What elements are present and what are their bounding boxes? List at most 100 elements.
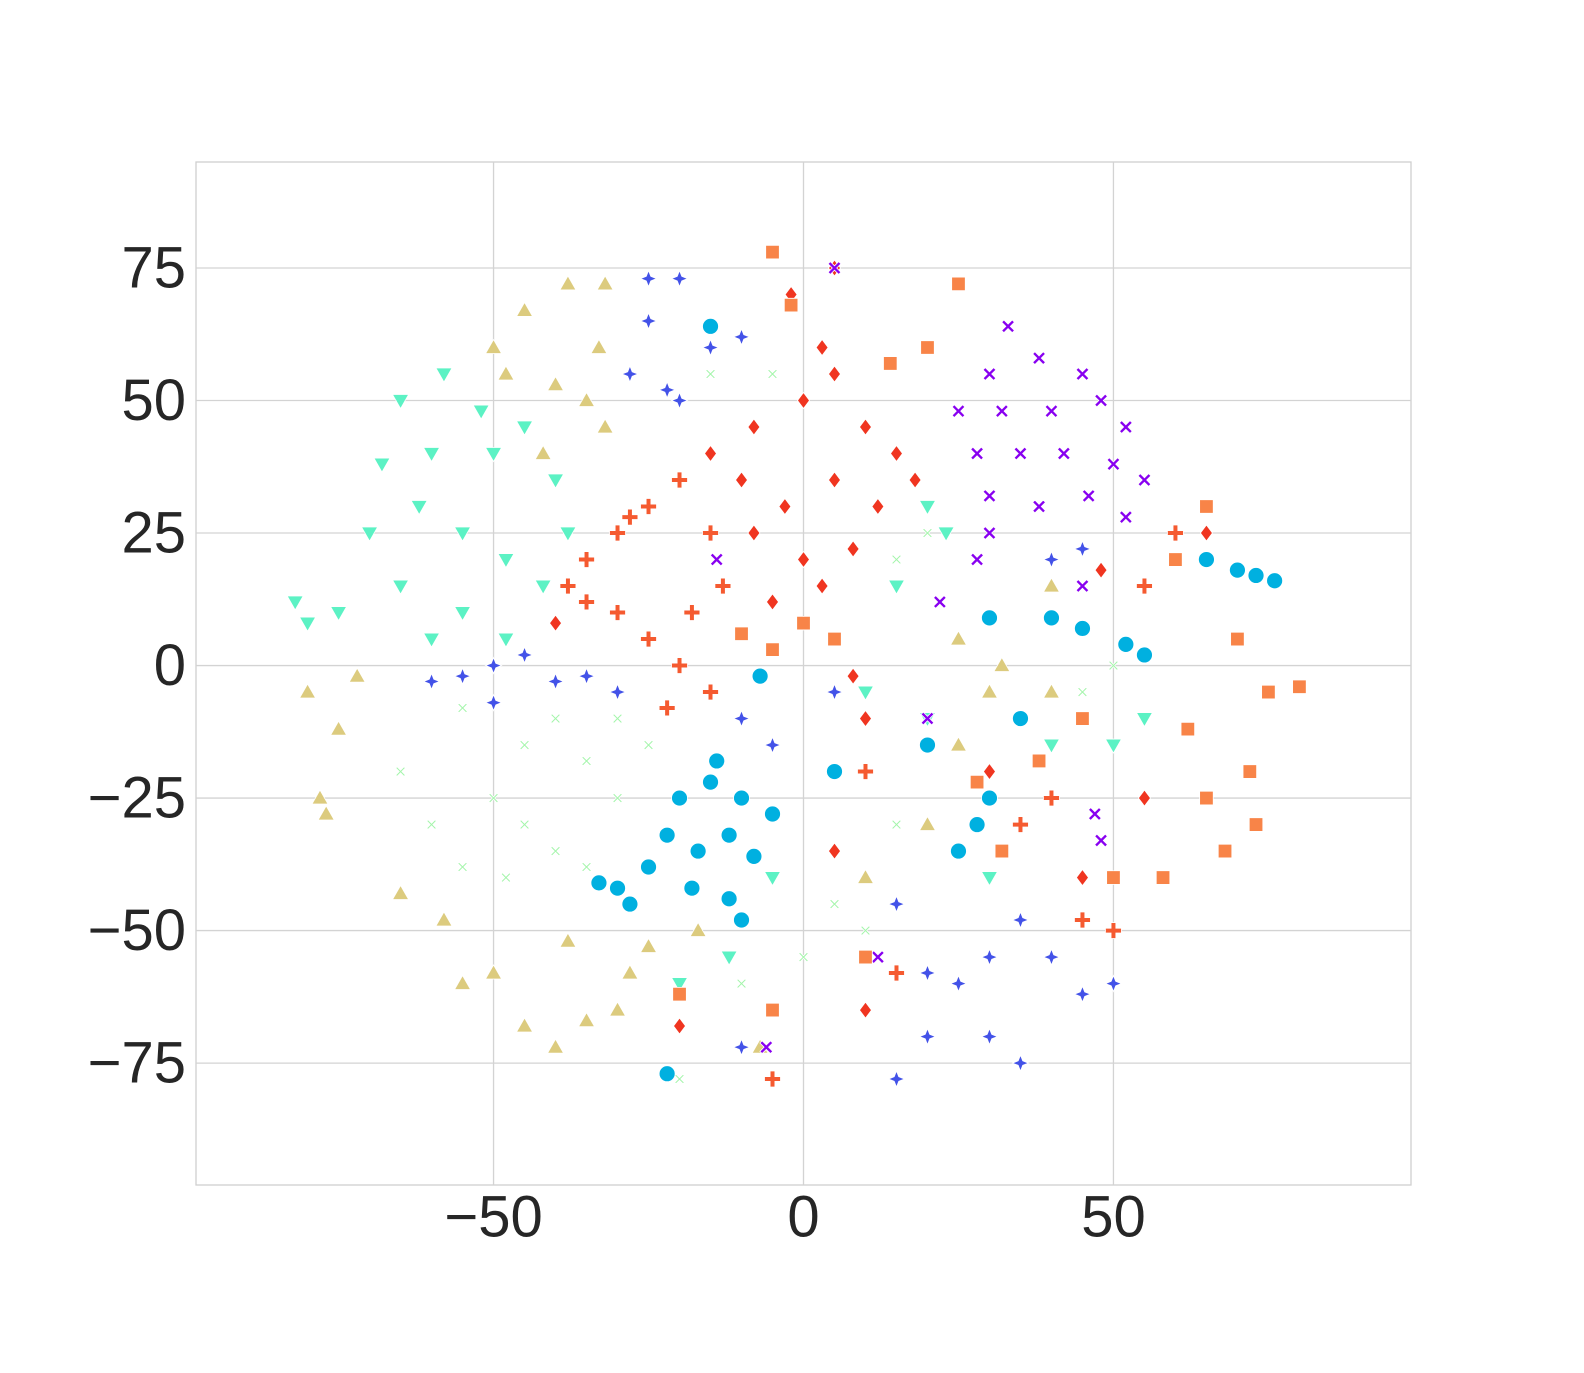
scatter-point <box>1031 753 1047 769</box>
scatter-point <box>1136 577 1153 595</box>
y-tick-label: −50 <box>88 898 186 963</box>
scatter-point <box>1032 499 1047 514</box>
scatter-point <box>1242 764 1258 779</box>
scatter-point <box>982 367 997 381</box>
scatter-point <box>639 269 658 288</box>
scatter-point <box>705 368 716 380</box>
scatter-point <box>1043 789 1060 807</box>
scatter-point <box>578 593 595 611</box>
scatter-point <box>1180 721 1196 737</box>
scatter-point <box>391 579 410 595</box>
y-tick-label: −75 <box>88 1030 186 1095</box>
y-tick-label: −25 <box>88 765 186 830</box>
scatter-point <box>453 667 472 686</box>
scatter-point <box>720 890 738 908</box>
scatter-point <box>549 614 563 632</box>
scatter-point <box>546 375 565 392</box>
scatter-point <box>733 789 750 807</box>
scatter-point <box>883 356 898 371</box>
scatter-point <box>994 843 1010 859</box>
scatter-point <box>796 615 811 631</box>
scatter-point <box>702 683 719 701</box>
scatter-point <box>559 526 577 542</box>
scatter-point <box>981 789 998 807</box>
scatter-point <box>1074 620 1091 637</box>
scatter-point <box>500 872 512 883</box>
scatter-point <box>858 949 873 965</box>
scatter-point <box>426 819 437 830</box>
scatter-point <box>329 720 348 736</box>
scatter-point <box>621 964 639 980</box>
scatter-point <box>497 632 515 648</box>
scatter-point <box>329 606 348 622</box>
scatter-point <box>888 964 905 982</box>
scatter-point <box>559 932 577 948</box>
scatter-point <box>1044 404 1059 419</box>
scatter-point <box>577 391 596 407</box>
scatter-point <box>827 261 842 275</box>
scatter-point <box>373 457 391 473</box>
scatter-point <box>733 911 750 929</box>
scatter-point <box>608 1001 627 1017</box>
scatter-point <box>919 736 936 754</box>
scatter-point <box>515 420 534 436</box>
scatter-point <box>993 656 1011 672</box>
scatter-point <box>937 526 955 542</box>
scatter-point <box>1094 833 1109 848</box>
scatter-point <box>1104 738 1123 754</box>
scatter-point <box>578 551 595 568</box>
scatter-point <box>683 604 701 621</box>
scatter-point <box>1013 446 1028 461</box>
scatter-point <box>827 365 841 383</box>
scatter-point <box>683 879 701 897</box>
scatter-point <box>577 667 596 686</box>
scatter-point <box>765 244 780 260</box>
scatter-point <box>920 711 935 726</box>
scatter-point <box>887 894 906 914</box>
scatter-point <box>515 301 534 317</box>
scatter-point <box>497 553 515 569</box>
scatter-point <box>747 524 761 542</box>
scatter-point <box>736 978 747 989</box>
scatter-point <box>951 404 966 419</box>
scatter-point <box>797 391 810 410</box>
scatter-point <box>1135 712 1154 728</box>
scatter-point <box>643 739 654 751</box>
scatter-point <box>1012 816 1029 833</box>
scatter-point <box>826 763 843 780</box>
scatter-point <box>918 963 937 983</box>
scatter-point <box>596 418 614 434</box>
scatter-point <box>609 524 626 542</box>
scatter-point <box>515 1017 534 1033</box>
scatter-point <box>670 977 689 993</box>
scatter-point <box>827 471 841 489</box>
scatter-point <box>1168 552 1183 567</box>
scatter-point <box>639 937 658 953</box>
scatter-point <box>590 874 608 892</box>
scatter-point <box>1094 561 1108 579</box>
scatter-point <box>360 526 379 542</box>
scatter-point <box>980 871 999 887</box>
scatter-point <box>497 365 515 381</box>
scatter-point <box>1042 550 1061 569</box>
scatter-point <box>311 789 329 805</box>
scatter-point <box>932 594 947 609</box>
scatter-point <box>1108 660 1119 671</box>
scatter-point <box>1198 551 1215 568</box>
scatter-point <box>1032 351 1047 366</box>
scatter-point <box>918 815 937 831</box>
scatter-point <box>1094 393 1109 408</box>
scatter-point <box>435 367 453 383</box>
scatter-point <box>702 317 719 335</box>
scatter-point <box>1074 911 1091 929</box>
scatter-point <box>763 735 782 755</box>
scatter-point <box>827 842 841 860</box>
scatter-point <box>889 444 903 463</box>
scatter-point <box>922 527 933 539</box>
scatter-point <box>298 683 317 699</box>
scatter-point <box>689 842 707 860</box>
scatter-point <box>1136 646 1153 664</box>
scatter-point <box>1056 446 1071 461</box>
scatter-point <box>871 497 885 516</box>
scatter-point <box>994 404 1009 419</box>
